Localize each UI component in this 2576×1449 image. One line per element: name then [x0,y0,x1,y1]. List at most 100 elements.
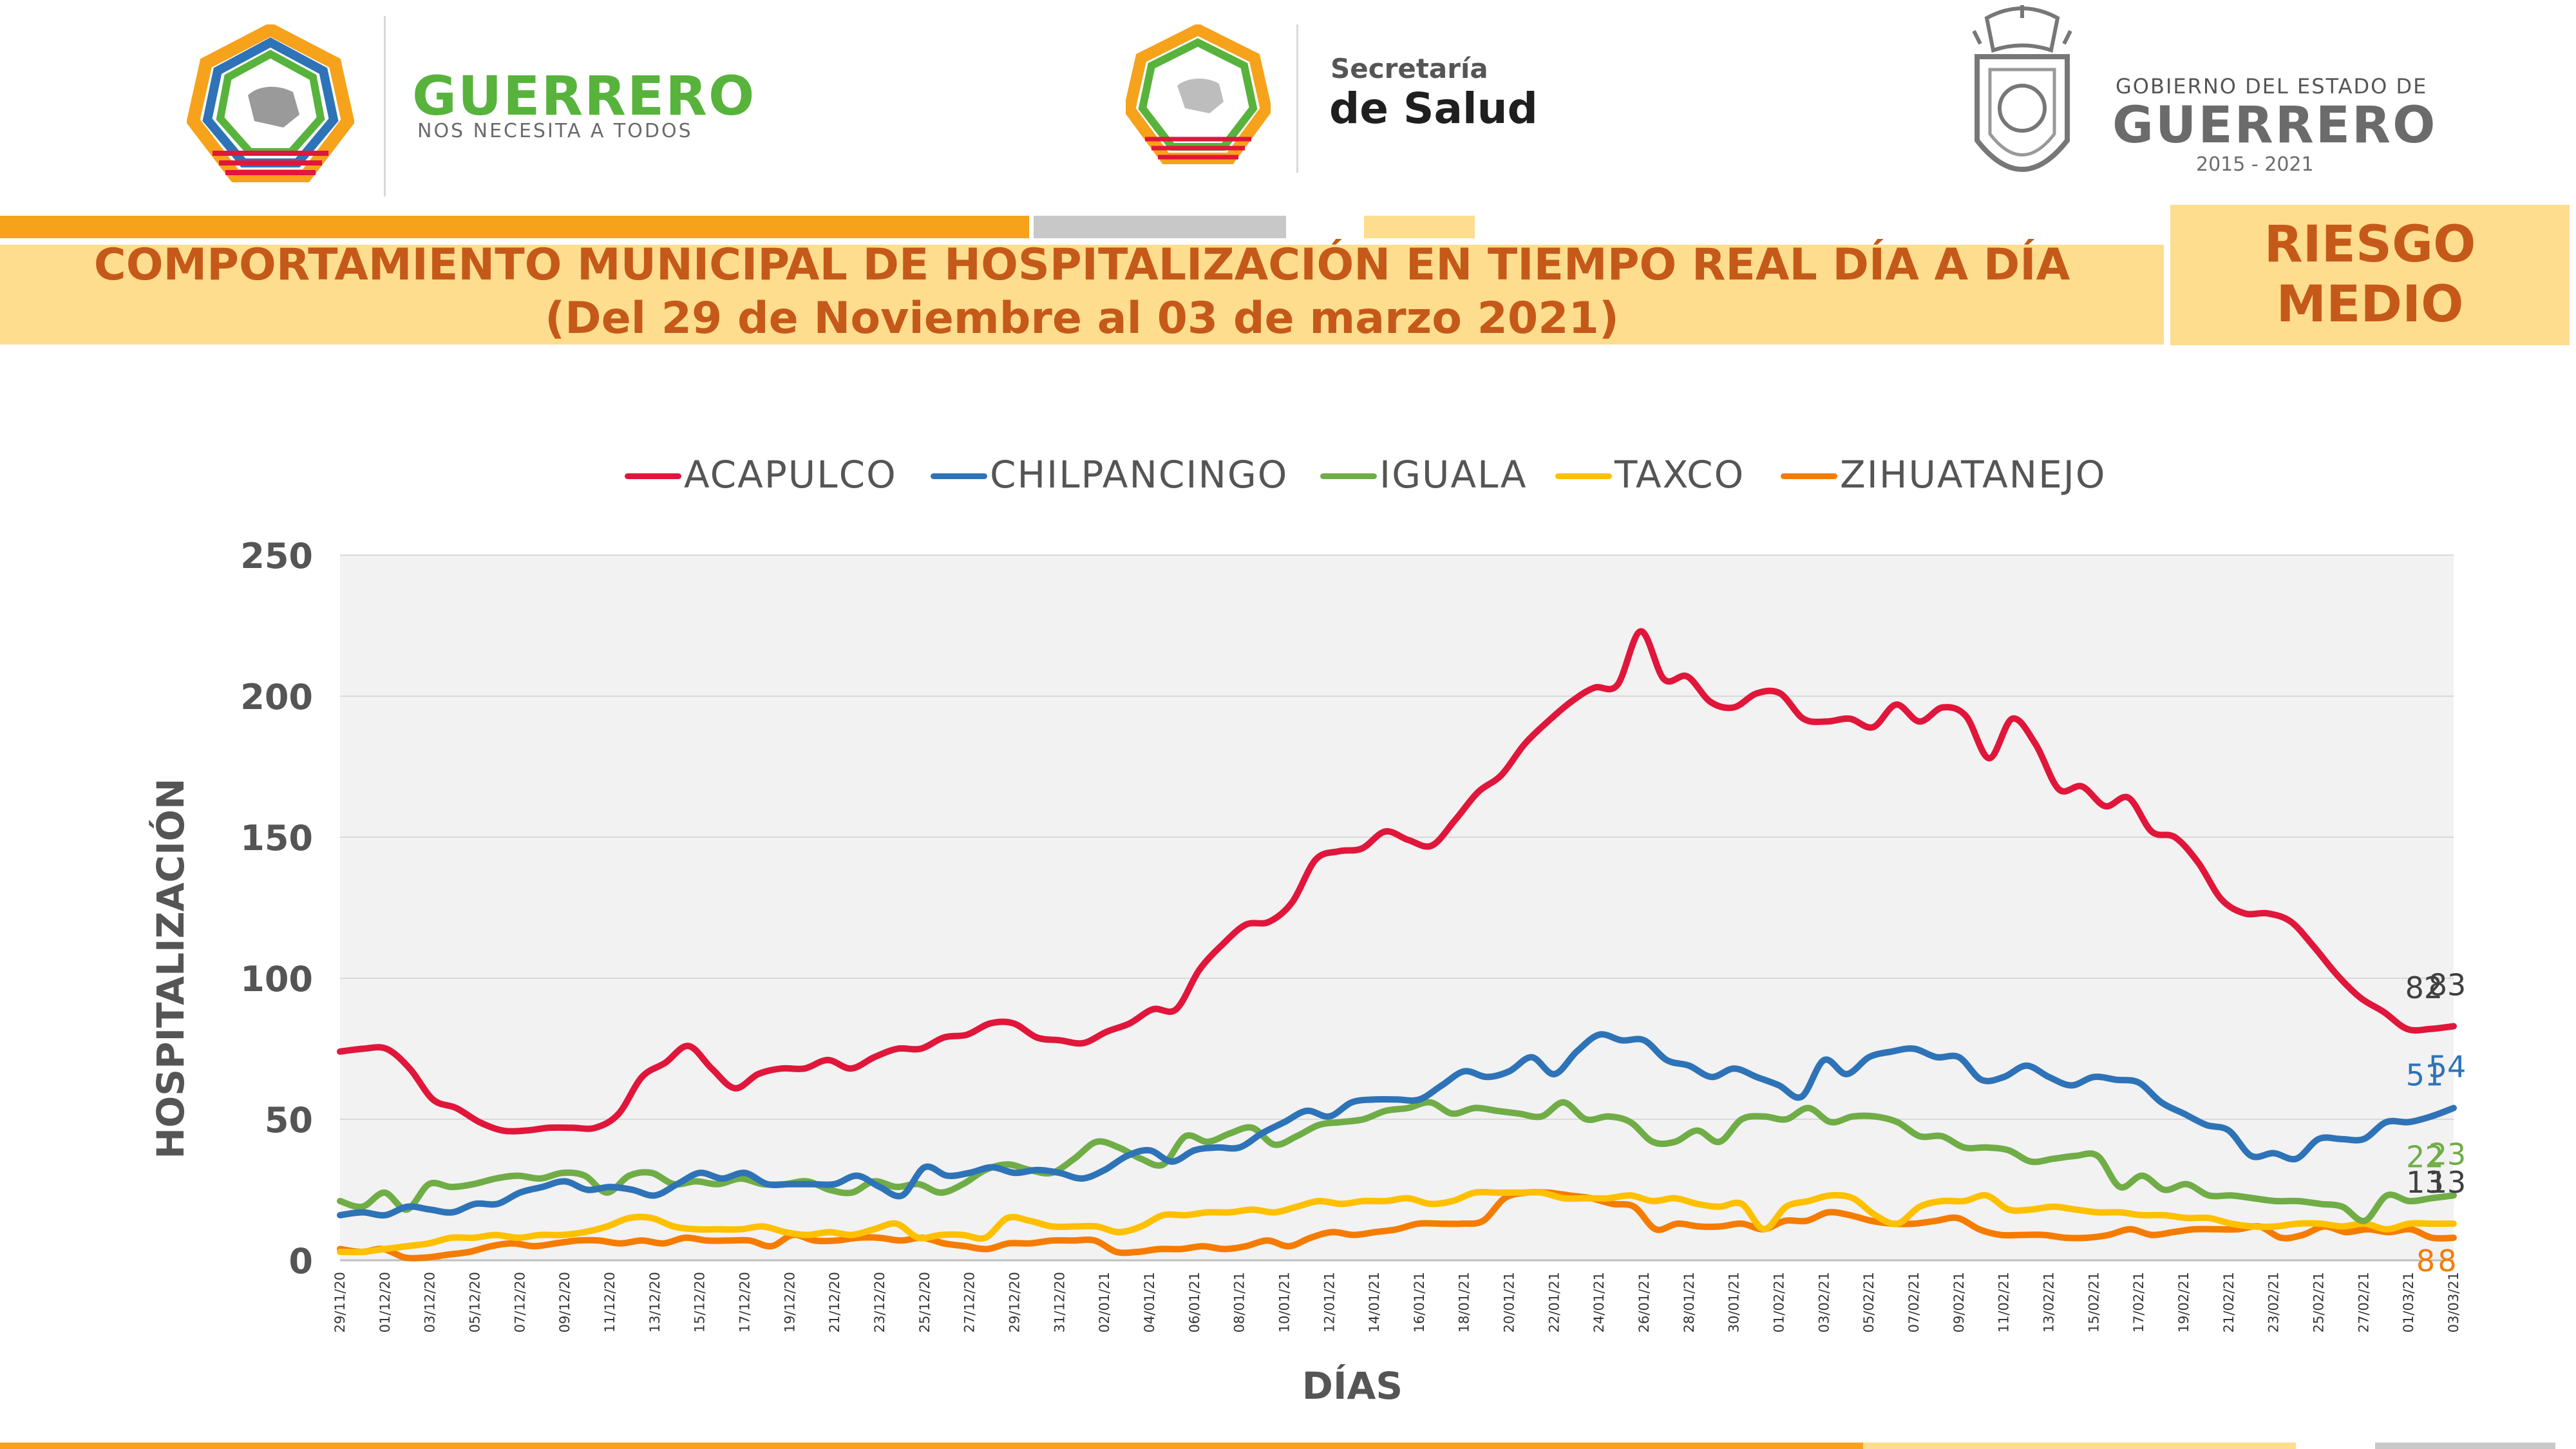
top-accent-bar-orange [0,216,1029,238]
data-label-chilpancingo: 54 [2429,1049,2467,1084]
data-label-acapulco: 83 [2429,967,2467,1002]
guerrero-ring-logo-icon [187,24,354,182]
x-tick-label: 09/02/21 [1951,1272,1967,1332]
data-label-taxco: 13 [2406,1165,2444,1200]
x-tick-label: 05/12/20 [467,1272,482,1332]
y-tick-label: 200 [240,677,313,717]
x-tick-label: 02/01/21 [1097,1272,1112,1332]
data-label-zihuatanejo: 8 [2438,1244,2456,1278]
plot-area [340,555,2454,1260]
x-tick-label: 07/12/20 [512,1272,527,1332]
data-label-iguala: 23 [2429,1137,2467,1171]
x-tick-label: 20/01/21 [1502,1272,1517,1332]
legend-swatch-acapulco [625,473,681,479]
header-divider [384,16,386,196]
x-tick-label: 21/12/20 [827,1272,842,1332]
x-tick-label: 26/01/21 [1636,1272,1652,1332]
data-label-chilpancingo: 51 [2406,1058,2444,1093]
x-tick-label: 19/02/21 [2176,1272,2192,1332]
x-tick-label: 18/01/21 [1457,1272,1472,1332]
x-tick-label: 04/01/21 [1142,1272,1157,1332]
chart-subtitle: (Del 29 de Noviembre al 03 de marzo 2021… [545,293,1619,344]
x-tick-label: 25/12/20 [917,1272,933,1332]
x-tick-label: 03/03/21 [2446,1272,2461,1332]
x-tick-label: 17/02/21 [2131,1272,2146,1332]
x-axis-title: DÍAS [1302,1364,1403,1408]
data-label-iguala: 22 [2406,1140,2444,1175]
x-tick-label: 29/12/20 [1007,1272,1022,1332]
series-line-taxco [337,1188,2457,1256]
legend-swatch-chilpancingo [931,473,987,479]
x-tick-label: 25/02/21 [2311,1272,2327,1332]
bottom-accent-bar-yellow [1863,1443,2296,1449]
legend-swatch-zihuatanejo [1781,473,1837,479]
x-tick-label: 17/12/20 [737,1272,752,1332]
x-tick-label: 08/01/21 [1232,1272,1247,1332]
x-tick-label: 07/02/21 [1906,1272,1922,1332]
gov-line2: GUERRERO [2112,97,2438,155]
x-tick-label: 22/01/21 [1546,1272,1562,1332]
x-tick-label: 12/01/21 [1321,1272,1337,1332]
x-tick-label: 23/02/21 [2266,1272,2282,1332]
y-tick-label: 150 [240,818,313,858]
x-tick-label: 24/01/21 [1591,1272,1607,1332]
risk-label-line1: RIESGO [2264,216,2476,274]
x-tick-label: 15/02/21 [2086,1272,2101,1332]
x-tick-label: 27/12/20 [962,1272,978,1332]
x-tick-label: 31/12/20 [1052,1272,1067,1332]
top-accent-bar-yellow [1364,216,1475,238]
brand-tagline: NOS NECESITA A TODOS [417,120,693,142]
legend-label-taxco: TAXCO [1615,453,1745,497]
x-tick-label: 03/02/21 [1816,1272,1832,1332]
legend-label-acapulco: ACAPULCO [684,453,897,497]
x-tick-label: 01/12/20 [377,1272,393,1332]
series-line-iguala [337,1099,2457,1224]
legend-label-iguala: IGUALA [1379,453,1528,497]
legend-label-zihuatanejo: ZIHUATANEJO [1840,453,2107,497]
chart-title: COMPORTAMIENTO MUNICIPAL DE HOSPITALIZAC… [93,240,2070,290]
y-tick-label: 250 [240,536,313,576]
secretaria-line1: Secretaría [1331,53,1488,84]
x-tick-label: 27/02/21 [2356,1272,2371,1332]
data-label-zihuatanejo: 8 [2416,1244,2435,1278]
series-line-acapulco [337,628,2457,1135]
x-tick-label: 29/11/20 [332,1272,348,1332]
x-tick-label: 28/01/21 [1681,1272,1697,1332]
brand-title: GUERRERO [412,64,756,128]
bottom-accent-bar-orange [0,1443,1863,1449]
x-tick-label: 21/02/21 [2221,1272,2237,1332]
gov-years: 2015 - 2021 [2196,153,2314,176]
x-tick-label: 05/02/21 [1861,1272,1877,1332]
y-tick-label: 50 [265,1100,313,1141]
legend-swatch-iguala [1320,473,1377,479]
data-label-acapulco: 82 [2405,971,2443,1005]
x-tick-label: 10/01/21 [1276,1272,1292,1332]
x-tick-label: 06/01/21 [1187,1272,1202,1332]
x-tick-label: 23/12/20 [872,1272,887,1332]
secretaria-line2: de Salud [1329,84,1538,133]
x-tick-label: 16/01/21 [1412,1272,1427,1332]
x-tick-label: 01/03/21 [2401,1272,2416,1332]
legend-label-chilpancingo: CHILPANCINGO [990,453,1289,497]
bottom-accent-bar-gray [2375,1443,2555,1449]
x-tick-label: 11/02/21 [1996,1272,2012,1332]
risk-badge [2170,205,2570,345]
x-tick-label: 09/12/20 [557,1272,573,1332]
y-tick-label: 100 [240,959,313,999]
risk-label-line2: MEDIO [2276,276,2464,334]
x-tick-label: 13/02/21 [2041,1272,2057,1332]
x-tick-label: 15/12/20 [692,1272,708,1332]
title-band [0,245,2164,345]
x-tick-label: 14/01/21 [1367,1272,1382,1332]
gov-line1: GOBIERNO DEL ESTADO DE [2116,74,2428,99]
x-tick-label: 11/12/20 [602,1272,618,1332]
x-tick-label: 01/02/21 [1772,1272,1787,1332]
x-tick-label: 03/12/20 [422,1272,438,1332]
x-tick-label: 13/12/20 [647,1272,663,1332]
coat-of-arms-icon [1972,5,2072,172]
legend-swatch-taxco [1555,473,1612,479]
series-line-chilpancingo [337,1031,2457,1219]
top-accent-bar-gray [1034,216,1286,238]
series-line-zihuatanejo [337,1189,2457,1262]
